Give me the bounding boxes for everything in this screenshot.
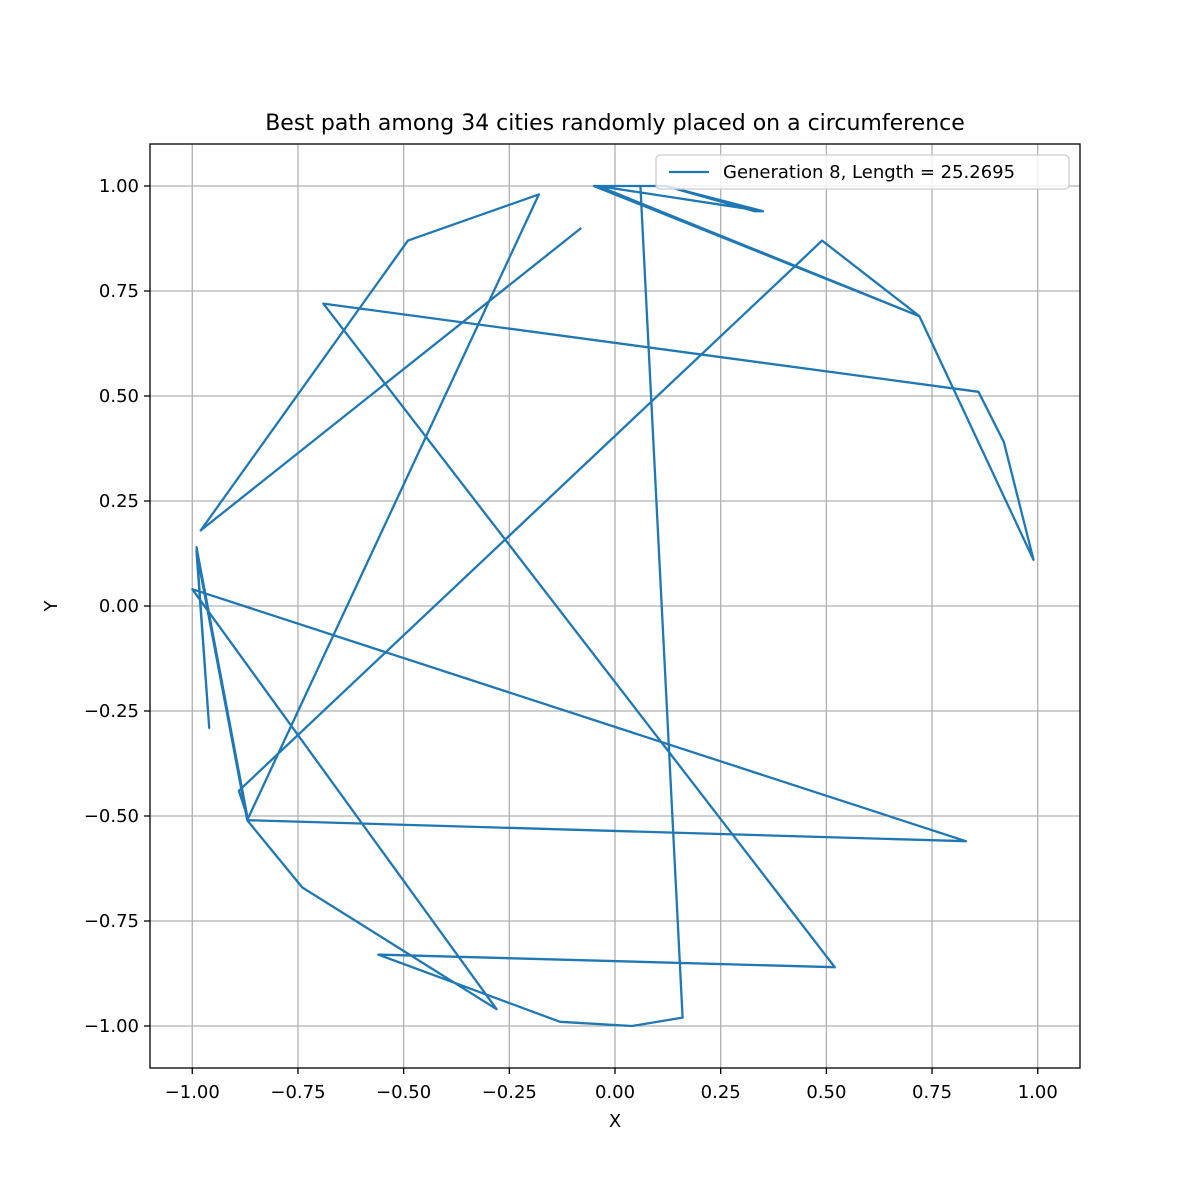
- x-axis-label: X: [609, 1111, 621, 1132]
- x-tick-label: −0.75: [270, 1082, 325, 1103]
- legend-entry-label: Generation 8, Length = 25.2695: [723, 162, 1015, 183]
- y-tick-label: 0.50: [99, 386, 139, 407]
- legend: Generation 8, Length = 25.2695: [655, 154, 1070, 190]
- x-tick-label: 1.00: [1018, 1082, 1058, 1103]
- y-tick-label: −1.00: [84, 1016, 139, 1037]
- x-tick-label: −1.00: [165, 1082, 220, 1103]
- x-tick-label: 0.25: [701, 1082, 741, 1103]
- x-tick-label: 0.00: [595, 1082, 635, 1103]
- y-tick-label: 1.00: [99, 176, 139, 197]
- y-axis-label: Y: [41, 600, 62, 613]
- x-tick-label: −0.50: [376, 1082, 431, 1103]
- x-tick-label: −0.25: [482, 1082, 537, 1103]
- x-tick-label: 0.50: [806, 1082, 846, 1103]
- x-tick-label: 0.75: [912, 1082, 952, 1103]
- y-tick-label: 0.25: [99, 491, 139, 512]
- y-tick-label: 0.00: [99, 596, 139, 617]
- y-tick-label: 0.75: [99, 281, 139, 302]
- y-tick-label: −0.75: [84, 911, 139, 932]
- grid-lines: [150, 144, 1080, 1068]
- chart-title: Best path among 34 cities randomly place…: [265, 111, 965, 136]
- y-tick-label: −0.50: [84, 806, 139, 827]
- y-tick-label: −0.25: [84, 701, 139, 722]
- legend-box: [655, 154, 1070, 190]
- axis-ticks: −1.00 −0.75 −0.50 −0.25 0.00 0.25 0.50 0.75 1.00…: [84, 176, 1058, 1103]
